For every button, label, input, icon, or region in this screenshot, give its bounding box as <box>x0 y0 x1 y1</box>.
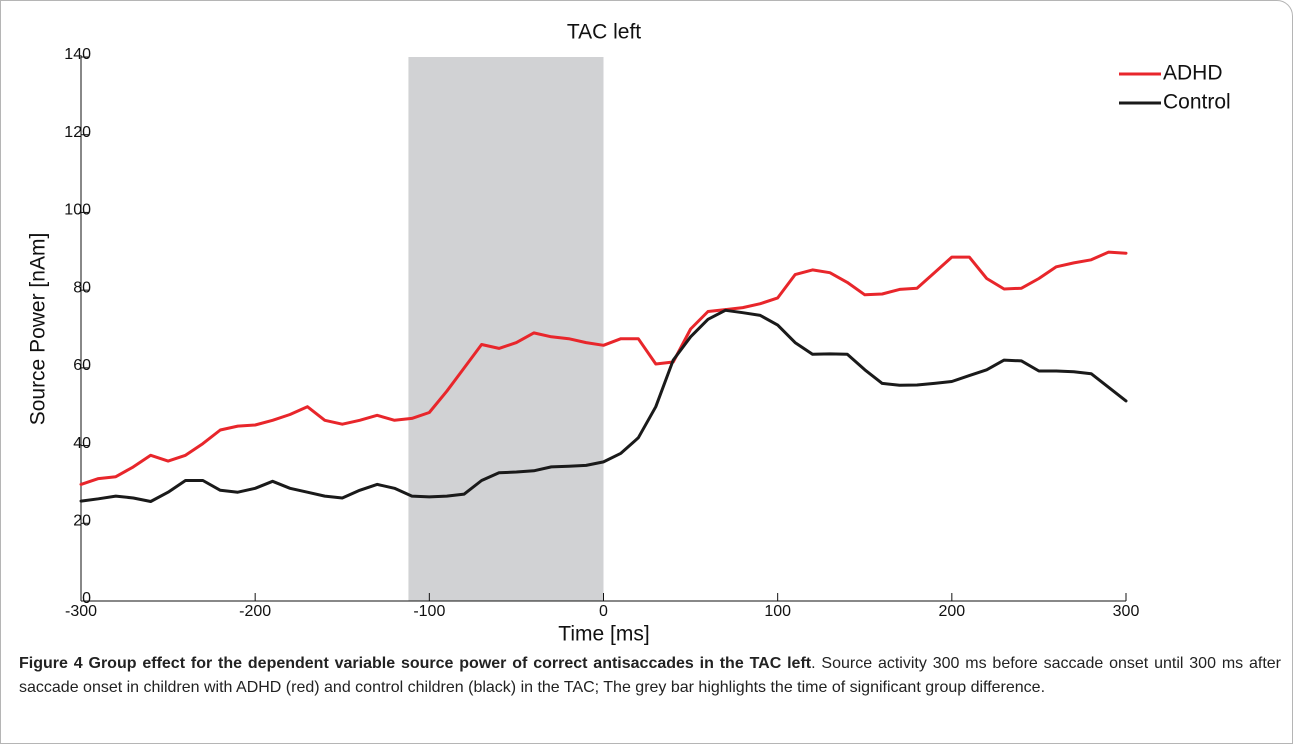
x-tick-label: 0 <box>599 603 608 620</box>
x-tick-label: -100 <box>413 603 445 620</box>
caption-title: Group effect for the dependent variable … <box>88 655 812 672</box>
y-tick-label: 100 <box>64 202 91 219</box>
chart: TAC left Time [ms] Source Power [nAm] 0 2… <box>27 21 1231 646</box>
legend-label: ADHD <box>1163 62 1223 85</box>
y-tick-label: 40 <box>73 435 91 452</box>
line-series <box>79 250 1128 486</box>
x-axis-label: Time [ms] <box>558 623 649 646</box>
legend-label: Control <box>1163 91 1231 114</box>
y-axis-label: Source Power [nAm] <box>27 233 50 426</box>
y-tick-label: 140 <box>64 46 91 63</box>
y-tick-label: 60 <box>73 357 91 374</box>
caption: Figure 4 Group effect for the dependent … <box>19 652 1281 700</box>
x-tick-label: 200 <box>938 603 965 620</box>
y-tick-label: 120 <box>64 124 91 141</box>
y-tick-label: 20 <box>73 513 91 530</box>
caption-text: . Source activity 300 ms before saccade … <box>19 655 1282 696</box>
chart-title: TAC left <box>567 21 641 44</box>
x-tick-label: -200 <box>239 603 271 620</box>
x-tick-label: 300 <box>1113 603 1140 620</box>
x-tick-label: -300 <box>65 603 97 620</box>
x-tick-label: 100 <box>764 603 791 620</box>
line-series <box>79 308 1128 503</box>
y-tick-label: 80 <box>73 279 91 296</box>
y-tick-label: 0 <box>82 590 91 607</box>
caption-label: Figure 4 <box>19 655 83 672</box>
highlight-band <box>408 57 604 601</box>
